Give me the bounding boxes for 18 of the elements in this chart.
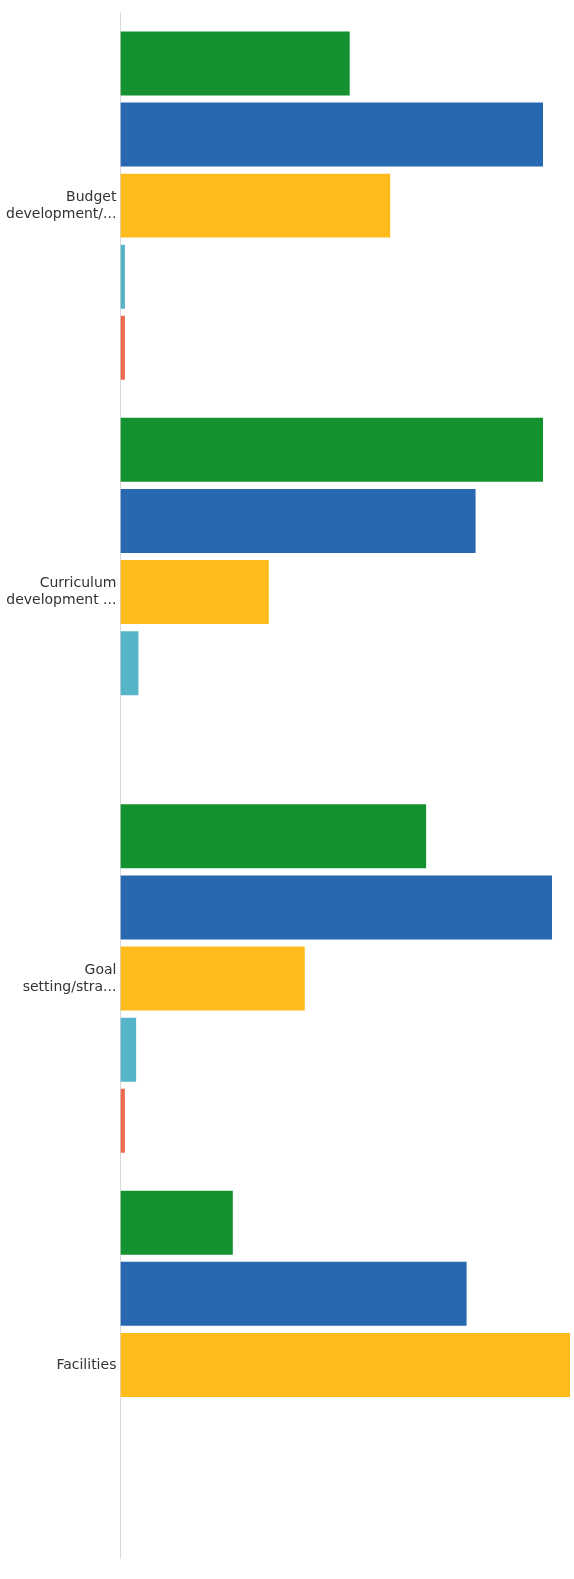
- bar: [120, 804, 427, 869]
- y-tick-label: Goal setting/stra...: [22, 960, 117, 994]
- y-tick-label: Facilities: [56, 1355, 117, 1372]
- bar: [120, 1017, 137, 1082]
- bar: [120, 875, 553, 940]
- bar: [120, 488, 476, 553]
- bar: [120, 31, 350, 96]
- bar: [120, 1190, 233, 1255]
- bar: [120, 1261, 467, 1326]
- bar: [120, 1332, 570, 1397]
- bar: [120, 102, 544, 167]
- bar: [120, 560, 269, 625]
- y-tick-label: Curriculum development ...: [6, 574, 117, 608]
- bar: [120, 417, 544, 482]
- y-tick-label: Budget development/...: [6, 187, 117, 221]
- bar: [120, 631, 139, 696]
- bar: [120, 173, 391, 238]
- bar: [120, 946, 305, 1011]
